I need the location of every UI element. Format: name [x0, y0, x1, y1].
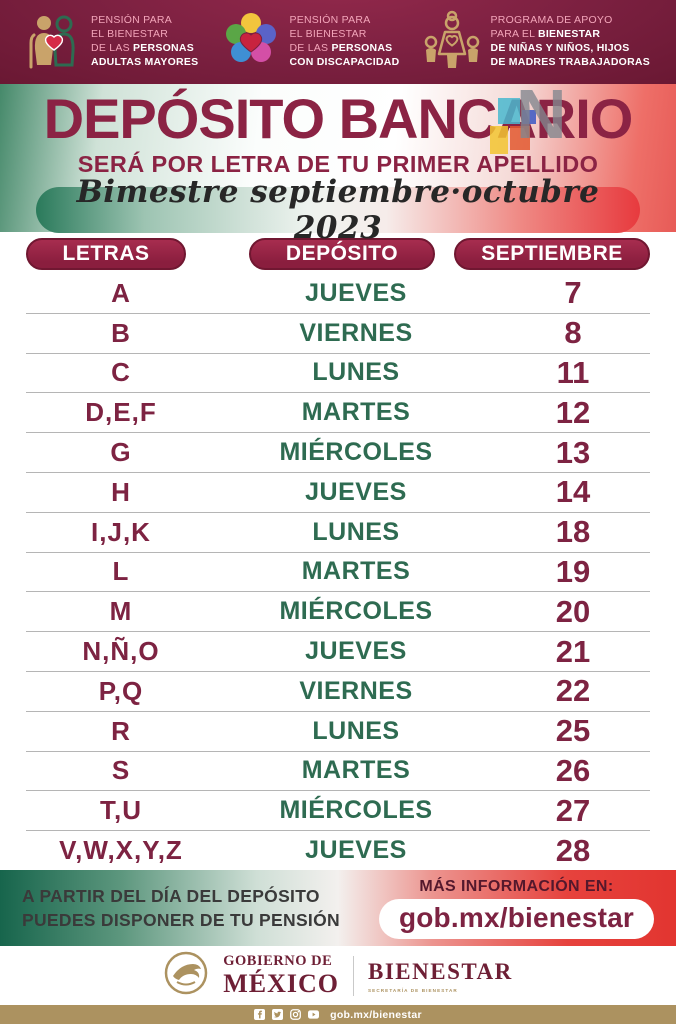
row-letters: V,W,X,Y,Z [59, 835, 183, 866]
social-strip: gob.mx/bienestar [0, 1005, 676, 1024]
row-september-date: 13 [555, 434, 591, 470]
row-deposit-day: MARTES [301, 557, 411, 586]
bienestar-wordmark: BIENESTAR SECRETARÍA DE BIENESTAR [368, 958, 513, 993]
page-subtitle: SERÁ POR LETRA DE TU PRIMER APELLIDO [77, 151, 599, 177]
column-header-septiembre: SEPTIEMBRE [454, 238, 650, 270]
row-deposit-day: VIERNES [299, 676, 413, 705]
row-deposit-day: LUNES [312, 716, 400, 745]
programs-header: PENSIÓN PARA EL BIENESTAR DE LAS PERSONA… [0, 0, 676, 84]
more-info-label: MÁS INFORMACIÓN EN: [419, 877, 614, 895]
row-deposit-day: LUNES [312, 358, 400, 387]
program-discapacidad: PENSIÓN PARA EL BIENESTAR DE LAS PERSONA… [222, 11, 399, 74]
row-letters: T,U [100, 795, 142, 826]
row-letters: P,Q [98, 675, 144, 706]
table-row: I,J,K LUNES 18 [26, 513, 650, 553]
footer-band: A PARTIR DEL DÍA DEL DEPÓSITO PUEDES DIS… [0, 870, 676, 946]
row-letters: S [111, 755, 131, 786]
table-row: M MIÉRCOLES 20 [26, 592, 650, 633]
row-september-date: 18 [555, 514, 591, 550]
logo-divider [353, 955, 355, 996]
row-letters: M [109, 596, 133, 627]
row-september-date: 11 [556, 354, 590, 390]
row-deposit-day: MARTES [301, 398, 411, 427]
program-description: PROGRAMA DE APOYO PARA EL BIENESTAR DE N… [490, 14, 650, 68]
table-row: H JUEVES 14 [26, 473, 650, 513]
table-header-row: LETRAS DEPÓSITO SEPTIEMBRE [26, 237, 650, 271]
discapacidad-icon [222, 11, 280, 74]
bimester-pill: Bimestre septiembre·octubre 2023 [36, 174, 640, 246]
row-september-date: 20 [555, 593, 591, 629]
row-september-date: 26 [555, 752, 591, 788]
row-letters: L [112, 556, 130, 587]
table-row: C LUNES 11 [26, 354, 650, 394]
page-title: DEPÓSITO BANCARIO [43, 87, 634, 150]
row-september-date: 28 [555, 832, 591, 868]
row-letters: I,J,K [91, 516, 151, 547]
facebook-icon [254, 1009, 266, 1020]
row-september-date: 25 [555, 713, 591, 749]
row-letters: D,E,F [85, 397, 157, 428]
table-row: G MIÉRCOLES 13 [26, 433, 650, 473]
row-deposit-day: LUNES [312, 517, 400, 546]
table-row: S MARTES 26 [26, 752, 650, 792]
row-deposit-day: MARTES [301, 756, 411, 785]
row-september-date: 14 [555, 474, 591, 510]
table-row: A JUEVES 7 [26, 274, 650, 314]
row-deposit-day: JUEVES [305, 278, 407, 307]
row-deposit-day: JUEVES [305, 637, 407, 666]
table-row: N,Ñ,O JUEVES 21 [26, 632, 650, 672]
youtube-icon [308, 1009, 320, 1020]
row-letters: R [111, 715, 131, 746]
row-deposit-day: MIÉRCOLES [279, 796, 433, 825]
adultas-mayores-icon [26, 11, 82, 74]
table-row: B VIERNES 8 [26, 314, 650, 354]
row-letters: A [111, 277, 131, 308]
column-header-letras: LETRAS [26, 238, 186, 270]
row-september-date: 7 [564, 275, 582, 311]
row-deposit-day: JUEVES [305, 836, 407, 865]
row-letters: B [111, 317, 131, 348]
deposit-table: LETRAS DEPÓSITO SEPTIEMBRE A JUEVES 7 B … [0, 232, 676, 870]
info-url-pill: gob.mx/bienestar [378, 898, 654, 939]
row-letters: H [111, 476, 131, 507]
gobierno-de-mexico-wordmark: GOBIERNO DE MÉXICO [223, 953, 340, 998]
availability-note: A PARTIR DEL DÍA DEL DEPÓSITO PUEDES DIS… [22, 885, 340, 931]
table-row: P,Q VIERNES 22 [26, 672, 650, 712]
program-description: PENSIÓN PARA EL BIENESTAR DE LAS PERSONA… [289, 14, 400, 68]
program-adultas-mayores: PENSIÓN PARA EL BIENESTAR DE LAS PERSONA… [26, 11, 198, 74]
row-letters: C [111, 357, 131, 388]
table-rows: A JUEVES 7 B VIERNES 8 C LUNES 11 D,E,F … [26, 274, 650, 870]
program-description: PENSIÓN PARA EL BIENESTAR DE LAS PERSONA… [91, 14, 199, 68]
table-row: V,W,X,Y,Z JUEVES 28 [26, 831, 650, 870]
table-row: D,E,F MARTES 12 [26, 393, 650, 434]
row-deposit-day: MIÉRCOLES [279, 438, 433, 467]
row-deposit-day: MIÉRCOLES [279, 597, 433, 626]
program-madres-trabajadoras: PROGRAMA DE APOYO PARA EL BIENESTAR DE N… [423, 10, 650, 75]
instagram-icon [290, 1009, 302, 1020]
row-september-date: 12 [555, 394, 591, 430]
table-row: T,U MIÉRCOLES 27 [26, 791, 650, 832]
row-september-date: 19 [555, 553, 591, 589]
row-letters: G [110, 437, 132, 468]
twitter-icon [272, 1009, 284, 1020]
row-september-date: 21 [555, 633, 591, 669]
madres-trabajadoras-icon [423, 10, 481, 75]
row-letters: N,Ñ,O [82, 636, 160, 667]
table-row: R LUNES 25 [26, 712, 650, 752]
government-branding: GOBIERNO DE MÉXICO BIENESTAR SECRETARÍA … [0, 946, 676, 1005]
row-september-date: 27 [555, 792, 591, 828]
row-deposit-day: VIERNES [299, 318, 413, 347]
row-september-date: 8 [564, 315, 582, 351]
mexico-eagle-emblem-icon [163, 950, 209, 1001]
footer-url: gob.mx/bienestar [330, 1008, 422, 1021]
table-row: L MARTES 19 [26, 553, 650, 593]
row-deposit-day: JUEVES [305, 477, 407, 506]
column-header-deposito: DEPÓSITO [249, 238, 435, 270]
row-september-date: 22 [555, 673, 591, 709]
more-info-block: MÁS INFORMACIÓN EN: gob.mx/bienestar [378, 877, 654, 939]
title-band: DEPÓSITO BANCARIO SERÁ POR LETRA DE TU P… [0, 75, 676, 246]
